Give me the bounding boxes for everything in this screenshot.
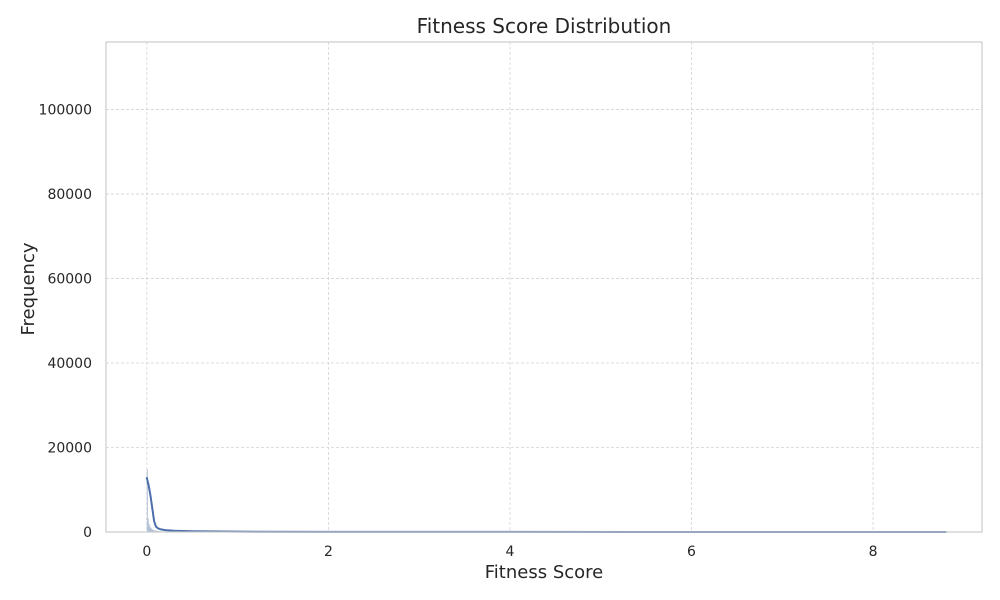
histogram-bar (155, 530, 157, 532)
histogram-bar (151, 529, 153, 532)
x-tick-label-2: 4 (505, 544, 514, 560)
y-tick-label-4: 80000 (47, 187, 92, 203)
x-tick-label-1: 2 (324, 544, 333, 560)
y-tick-label-1: 20000 (47, 441, 92, 457)
plot-area-frame (105, 41, 983, 533)
kde-curve (145, 476, 947, 533)
histogram-bar (155, 530, 156, 532)
histogram-bar (153, 530, 155, 532)
grid-lines (106, 42, 982, 533)
histogram-bar (152, 529, 154, 532)
histogram-bar (150, 527, 152, 532)
y-axis-label: Frequency (18, 242, 39, 335)
y-tick-labels: 0 20000 40000 60000 80000 100000 (39, 103, 92, 541)
x-tick-labels: 0 2 4 6 8 (142, 544, 877, 560)
histogram-bar (148, 523, 150, 532)
x-tick-label-3: 6 (687, 544, 696, 560)
histogram-bar (154, 530, 156, 532)
chart-title: Fitness Score Distribution (417, 14, 672, 38)
histogram-bar (149, 526, 151, 532)
y-tick-label-2: 40000 (47, 356, 92, 372)
histogram-bars (146, 469, 874, 532)
y-tick-label-0: 0 (83, 525, 92, 541)
histogram-bar (147, 518, 149, 532)
kde-line (145, 476, 947, 533)
histogram-bar (146, 469, 148, 532)
x-tick-label-0: 0 (142, 544, 151, 560)
x-tick-label-4: 8 (869, 544, 878, 560)
y-tick-label-5: 100000 (39, 103, 92, 119)
x-axis-label: Fitness Score (485, 562, 603, 583)
y-tick-label-3: 60000 (47, 272, 92, 288)
